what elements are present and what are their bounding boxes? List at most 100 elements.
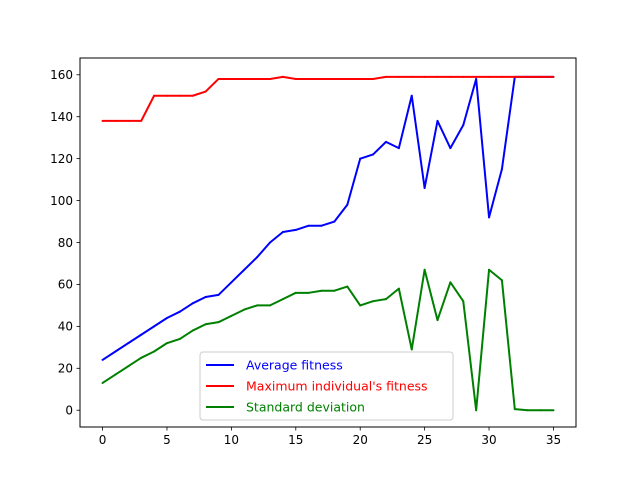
series-line-1	[102, 75, 554, 122]
y-tick-label-4: 80	[58, 236, 73, 250]
data-point-2-3	[140, 356, 143, 359]
data-point-1-4	[153, 94, 156, 97]
data-point-1-28	[462, 75, 465, 78]
data-point-1-32	[513, 75, 516, 78]
y-tick-label-0: 0	[65, 404, 73, 418]
data-point-1-16	[307, 77, 310, 80]
data-point-2-32	[513, 408, 516, 411]
y-tick-label-7: 140	[50, 110, 73, 124]
data-point-2-18	[333, 289, 336, 292]
data-point-2-27	[449, 281, 452, 284]
data-point-0-20	[359, 157, 362, 160]
axis-ticks: 0 5 10 15 20 25 30 35 0 20 40 60 80 100 120 140 160	[50, 68, 561, 447]
data-point-0-2	[127, 342, 130, 345]
data-point-2-34	[539, 409, 542, 412]
data-point-0-8	[204, 296, 207, 299]
data-point-1-8	[204, 90, 207, 93]
data-point-1-25	[423, 75, 426, 78]
data-point-1-3	[140, 119, 143, 122]
data-point-0-4	[153, 325, 156, 328]
data-point-1-21	[372, 77, 375, 80]
y-tick-label-3: 60	[58, 278, 73, 292]
data-point-1-17	[320, 77, 323, 80]
data-point-2-20	[359, 304, 362, 307]
data-point-0-31	[500, 168, 503, 171]
y-tick-label-1: 20	[58, 362, 73, 376]
data-point-0-29	[475, 77, 478, 80]
data-point-2-21	[372, 300, 375, 303]
data-point-1-10	[230, 77, 233, 80]
data-point-2-5	[165, 342, 168, 345]
data-point-2-9	[217, 321, 220, 324]
data-point-1-18	[333, 77, 336, 80]
data-point-0-18	[333, 220, 336, 223]
data-point-0-13	[269, 241, 272, 244]
data-point-2-13	[269, 304, 272, 307]
data-point-2-31	[500, 279, 503, 282]
data-point-2-35	[552, 409, 555, 412]
data-point-0-22	[384, 140, 387, 143]
x-tick-label-7: 35	[546, 433, 561, 447]
data-point-0-15	[294, 228, 297, 231]
data-point-2-2	[127, 365, 130, 368]
data-point-0-7	[191, 302, 194, 305]
data-point-2-11	[243, 308, 246, 311]
data-point-0-19	[346, 203, 349, 206]
y-tick-label-5: 100	[50, 194, 73, 208]
data-point-2-30	[488, 268, 491, 271]
data-point-2-6	[178, 337, 181, 340]
data-point-1-5	[165, 94, 168, 97]
legend-box	[199, 351, 454, 421]
data-point-0-27	[449, 147, 452, 150]
data-point-0-16	[307, 224, 310, 227]
data-point-0-17	[320, 224, 323, 227]
y-tick-label-8: 160	[50, 68, 73, 82]
data-point-2-4	[153, 350, 156, 353]
data-point-2-23	[397, 287, 400, 290]
data-point-0-26	[436, 119, 439, 122]
data-point-2-15	[294, 291, 297, 294]
data-point-2-33	[526, 409, 529, 412]
data-point-1-14	[281, 75, 284, 78]
data-point-0-14	[281, 231, 284, 234]
data-point-2-22	[384, 298, 387, 301]
y-tick-label-6: 120	[50, 152, 73, 166]
data-point-0-21	[372, 153, 375, 156]
data-point-0-9	[217, 293, 220, 296]
data-point-2-29	[475, 409, 478, 412]
data-point-1-12	[256, 77, 259, 80]
data-point-2-17	[320, 289, 323, 292]
data-point-0-12	[256, 256, 259, 259]
x-tick-label-0: 0	[99, 433, 107, 447]
data-point-1-31	[500, 75, 503, 78]
data-point-1-9	[217, 77, 220, 80]
x-tick-label-1: 5	[163, 433, 171, 447]
data-point-1-33	[526, 75, 529, 78]
data-point-2-28	[462, 300, 465, 303]
data-point-1-13	[269, 77, 272, 80]
data-point-2-26	[436, 319, 439, 322]
data-point-0-5	[165, 316, 168, 319]
data-point-1-0	[101, 119, 104, 122]
data-point-2-24	[410, 348, 413, 351]
data-point-1-35	[552, 75, 555, 78]
legend-label-0: Average fitness	[246, 358, 343, 373]
data-point-1-20	[359, 77, 362, 80]
data-point-1-15	[294, 77, 297, 80]
data-point-2-12	[256, 304, 259, 307]
series-line-0	[102, 75, 554, 361]
data-point-1-7	[191, 94, 194, 97]
series-line-2	[102, 268, 554, 412]
data-point-1-2	[127, 119, 130, 122]
data-point-0-30	[488, 216, 491, 219]
legend-label-1: Maximum individual's fitness	[246, 379, 428, 394]
data-point-1-30	[488, 75, 491, 78]
data-point-1-1	[114, 119, 117, 122]
data-point-0-0	[101, 358, 104, 361]
data-point-0-24	[410, 94, 413, 97]
data-point-1-34	[539, 75, 542, 78]
data-point-2-7	[191, 329, 194, 332]
data-point-0-1	[114, 350, 117, 353]
data-point-0-3	[140, 333, 143, 336]
